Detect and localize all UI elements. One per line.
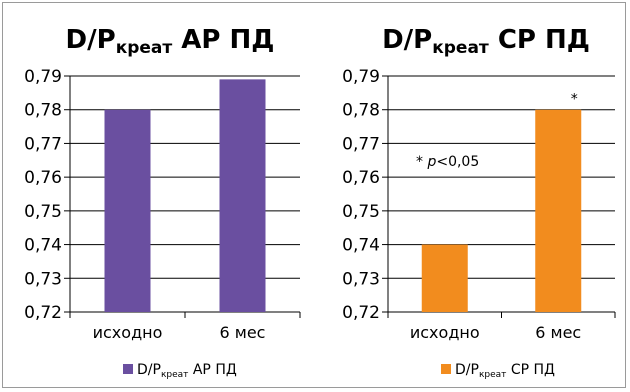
x-tick-label: исходно [410,323,480,342]
significance-note: * p<0,05 [416,154,479,170]
legend-label: D/Pкреат СР ПД [455,362,555,380]
y-tick-label: 0,76 [342,168,380,188]
y-tick-label: 0,76 [24,168,62,188]
legend: D/Pкреат СР ПД [441,362,555,380]
bar [104,109,151,312]
y-tick-label: 0,72 [342,303,380,323]
bar [421,244,468,312]
y-tick-label: 0,77 [24,134,62,154]
chart-ar-pd: D/Pкреат АР ПД 0,79 0,78 0,77 0,76 0,75 0,74 0… [24,25,301,380]
y-tick-label: 0,78 [342,101,380,121]
y-tick-label: 0,73 [24,269,62,289]
x-tick-label: исходно [93,323,163,342]
y-tick-label: 0,74 [24,236,62,256]
chart-sr-pd: D/Pкреат СР ПД 0,79 0,78 0,77 0,76 0,75 0,74 0… [342,25,616,380]
legend: D/Pкреат АР ПД [123,362,237,380]
y-tick-label: 0,73 [342,269,380,289]
x-tick-label: 6 мес [535,323,581,342]
x-tick-label: 6 мес [220,323,266,342]
y-tick-label: 0,75 [342,202,380,222]
legend-label: D/Pкреат АР ПД [137,362,237,380]
y-tick-label: 0,77 [342,134,380,154]
legend-swatch [123,364,133,374]
chart-title: D/Pкреат СР ПД [382,25,590,58]
y-tick-label: 0,72 [24,303,62,323]
y-tick-label: 0,79 [342,67,380,87]
y-tick-label: 0,78 [24,101,62,121]
bar [219,79,266,312]
y-tick-label: 0,75 [24,202,62,222]
y-tick-label: 0,79 [24,67,62,87]
bar [535,109,582,312]
chart-title: D/Pкреат АР ПД [66,25,275,58]
significance-star: * [571,92,578,108]
y-tick-label: 0,74 [342,236,380,256]
legend-swatch [441,364,451,374]
